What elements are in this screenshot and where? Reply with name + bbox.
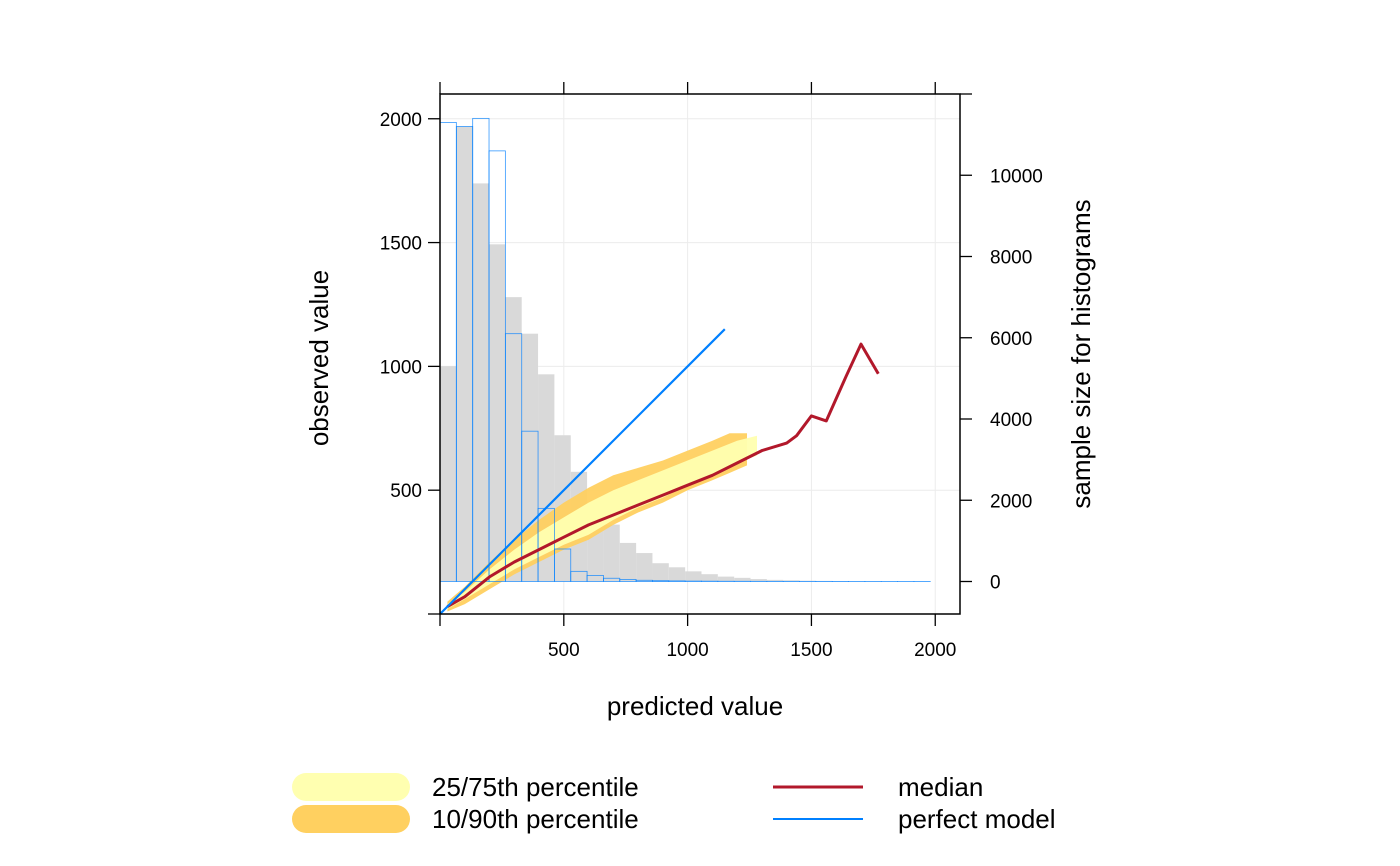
observed-histogram-bar xyxy=(668,567,686,582)
legend-swatch-band xyxy=(292,805,410,833)
predicted-histogram-bar xyxy=(668,580,686,582)
y-right-tick-label: 4000 xyxy=(990,410,1032,431)
observed-histogram xyxy=(440,126,931,582)
legend-item: 10/90th percentile xyxy=(292,804,639,834)
observed-histogram-bar xyxy=(783,580,800,582)
y-axis-title: observed value xyxy=(304,270,334,446)
observed-histogram-bar xyxy=(685,571,702,582)
predicted-histogram-bar xyxy=(521,430,539,582)
axes: 500 1000 1500 2000 500 1000 1500 2000 0 2000 4000 6… xyxy=(380,82,1043,661)
x-tick-label: 1500 xyxy=(790,640,832,661)
y-tick-label: 500 xyxy=(390,481,422,502)
y-right-tick-label: 8000 xyxy=(990,248,1032,269)
y-right-tick-label: 2000 xyxy=(990,491,1032,512)
predicted-histogram-bar xyxy=(554,548,572,582)
legend-label: median xyxy=(898,772,983,802)
observed-histogram-bar xyxy=(603,524,620,582)
observed-histogram-bar xyxy=(505,297,522,582)
observed-histogram-bar xyxy=(619,542,637,582)
y-right-tick-label: 10000 xyxy=(990,166,1043,187)
observed-histogram-bar xyxy=(456,126,473,582)
legend-item: 25/75th percentile xyxy=(292,772,639,802)
observed-histogram-bar xyxy=(717,576,735,582)
perfect-model-line xyxy=(439,328,726,615)
observed-histogram-bar xyxy=(489,244,506,582)
observed-histogram-bar xyxy=(440,366,457,582)
band-25-75 xyxy=(447,435,757,609)
median-line xyxy=(446,342,880,608)
observed-histogram-bar xyxy=(472,183,490,582)
y-right-tick-label: 6000 xyxy=(990,329,1032,350)
x-tick-label: 1000 xyxy=(666,640,708,661)
y-tick-label: 2000 xyxy=(380,110,422,131)
legend-item: perfect model xyxy=(773,804,1056,834)
x-tick-label: 2000 xyxy=(914,640,956,661)
y-right-tick-label: 0 xyxy=(990,573,1001,594)
x-tick-label: 500 xyxy=(548,640,580,661)
y-tick-label: 1000 xyxy=(380,357,422,378)
observed-histogram-bar xyxy=(652,563,669,582)
observed-histogram-bar xyxy=(750,579,767,582)
legend-item: median xyxy=(773,772,983,802)
legend-swatch-band xyxy=(292,773,410,801)
legend-label: 25/75th percentile xyxy=(432,772,639,802)
observed-histogram-bar xyxy=(734,577,751,582)
plot-frame xyxy=(439,93,961,615)
x-axis-title: predicted value xyxy=(607,691,783,721)
legend-label: 10/90th percentile xyxy=(432,804,639,834)
y-axis-right-title: sample size for histograms xyxy=(1066,199,1096,508)
legend-label: perfect model xyxy=(898,804,1056,834)
series-lines xyxy=(439,328,880,615)
observed-histogram-bar xyxy=(701,574,718,582)
observed-histogram-bar xyxy=(766,579,784,582)
observed-histogram-bar xyxy=(636,553,653,582)
predicted-histogram xyxy=(439,117,931,582)
y-tick-label: 1500 xyxy=(380,234,422,255)
